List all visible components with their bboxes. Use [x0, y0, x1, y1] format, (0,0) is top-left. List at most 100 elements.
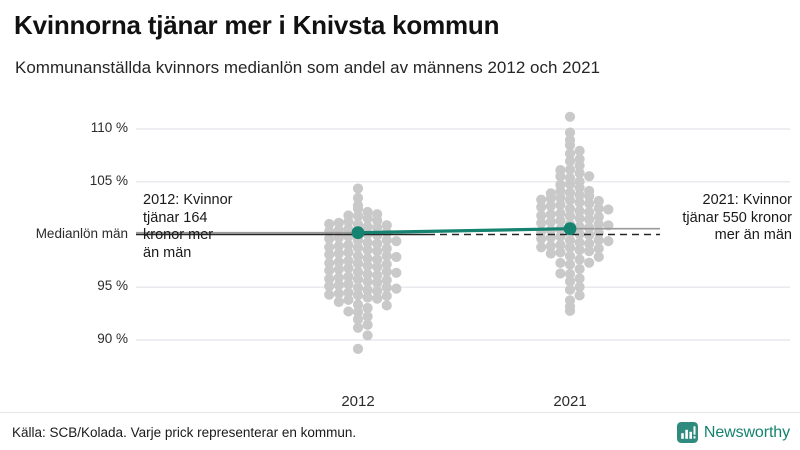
data-point — [574, 145, 585, 156]
data-point — [333, 296, 344, 308]
data-point — [584, 171, 595, 182]
data-point — [574, 205, 585, 217]
data-point — [362, 269, 373, 280]
data-point — [574, 182, 585, 193]
annotation-line: mer än män — [714, 227, 792, 243]
data-point — [343, 239, 354, 251]
x-axis-tick-2021: 2021 — [553, 393, 587, 410]
data-point — [343, 216, 354, 227]
data-point — [362, 284, 373, 296]
data-point — [324, 265, 335, 276]
data-point — [584, 214, 595, 225]
data-point — [333, 264, 344, 275]
data-point — [324, 273, 335, 284]
data-point — [343, 255, 354, 266]
data-point — [584, 230, 595, 241]
data-point — [555, 171, 566, 182]
data-point — [372, 270, 383, 281]
data-point — [564, 127, 576, 138]
data-point — [343, 287, 354, 298]
data-point — [603, 220, 614, 231]
annotation-2012: 2012: Kvinnor tjänar 164 kronor mer än män — [143, 192, 273, 262]
data-point — [372, 293, 383, 304]
data-point — [381, 282, 392, 293]
data-point — [574, 213, 585, 224]
y-axis-tick-95: 95 % — [97, 278, 128, 294]
annotation-line: 2021: Kvinnor — [702, 192, 792, 208]
data-point — [574, 281, 585, 293]
data-point — [352, 322, 364, 333]
annotation-line: än män — [143, 244, 192, 261]
data-point — [536, 217, 547, 229]
footer-divider — [0, 412, 800, 413]
data-point — [545, 209, 556, 220]
data-point — [555, 257, 566, 269]
data-point — [564, 284, 576, 295]
data-point — [352, 183, 364, 194]
data-point — [603, 204, 614, 215]
data-point — [372, 286, 383, 297]
data-point — [574, 254, 585, 265]
data-point — [381, 220, 392, 231]
data-point — [536, 233, 547, 244]
data-point — [352, 258, 364, 269]
data-point — [593, 234, 604, 246]
data-point — [555, 192, 566, 203]
dot-group-2021 — [536, 111, 614, 317]
data-point — [324, 281, 335, 292]
dot-group-2012 — [324, 183, 402, 354]
data-point — [333, 280, 344, 291]
data-point — [555, 208, 566, 219]
data-point — [593, 243, 604, 254]
data-point — [352, 282, 364, 293]
data-point — [362, 244, 373, 256]
data-point — [545, 216, 556, 227]
data-point — [362, 253, 373, 264]
data-point — [333, 288, 344, 299]
data-point — [574, 244, 585, 256]
data-point — [343, 306, 354, 317]
annotation-line: tjänar 164 — [143, 209, 208, 226]
data-point — [564, 187, 576, 198]
data-point — [352, 250, 364, 262]
data-point — [536, 194, 547, 205]
highlight-point-2012[interactable] — [351, 226, 365, 240]
data-point — [333, 256, 344, 268]
data-point — [362, 276, 373, 287]
y-axis-tick-110: 110 % — [90, 120, 128, 135]
data-point — [352, 314, 364, 325]
data-point — [555, 215, 566, 226]
data-point — [564, 111, 576, 122]
annotation-line: 2012: Kvinnor — [143, 192, 233, 208]
data-point — [324, 233, 335, 244]
data-point — [564, 156, 576, 167]
data-point — [555, 239, 566, 251]
data-point — [391, 267, 402, 278]
page-title: Kvinnorna tjänar mer i Knivsta kommun — [14, 10, 500, 40]
data-point — [564, 148, 576, 159]
data-point — [362, 319, 373, 330]
data-point — [352, 306, 364, 318]
data-point — [352, 242, 364, 253]
data-point — [603, 236, 614, 247]
data-point — [343, 224, 354, 235]
data-point — [343, 278, 354, 290]
page-subtitle: Kommunanställda kvinnors medianlön som a… — [15, 58, 600, 77]
data-point — [352, 210, 364, 222]
newsworthy-logo[interactable]: Newsworthy — [676, 422, 790, 443]
data-point — [574, 167, 585, 179]
data-point — [555, 247, 566, 258]
data-point — [381, 275, 392, 286]
data-point — [545, 193, 556, 204]
data-point — [362, 302, 373, 314]
data-point — [564, 140, 576, 151]
data-point — [381, 266, 392, 277]
highlight-point-2021[interactable] — [563, 222, 577, 236]
data-point — [372, 254, 383, 265]
data-point — [564, 210, 576, 222]
data-point — [545, 241, 556, 252]
data-point — [381, 234, 392, 246]
data-point — [352, 203, 364, 214]
